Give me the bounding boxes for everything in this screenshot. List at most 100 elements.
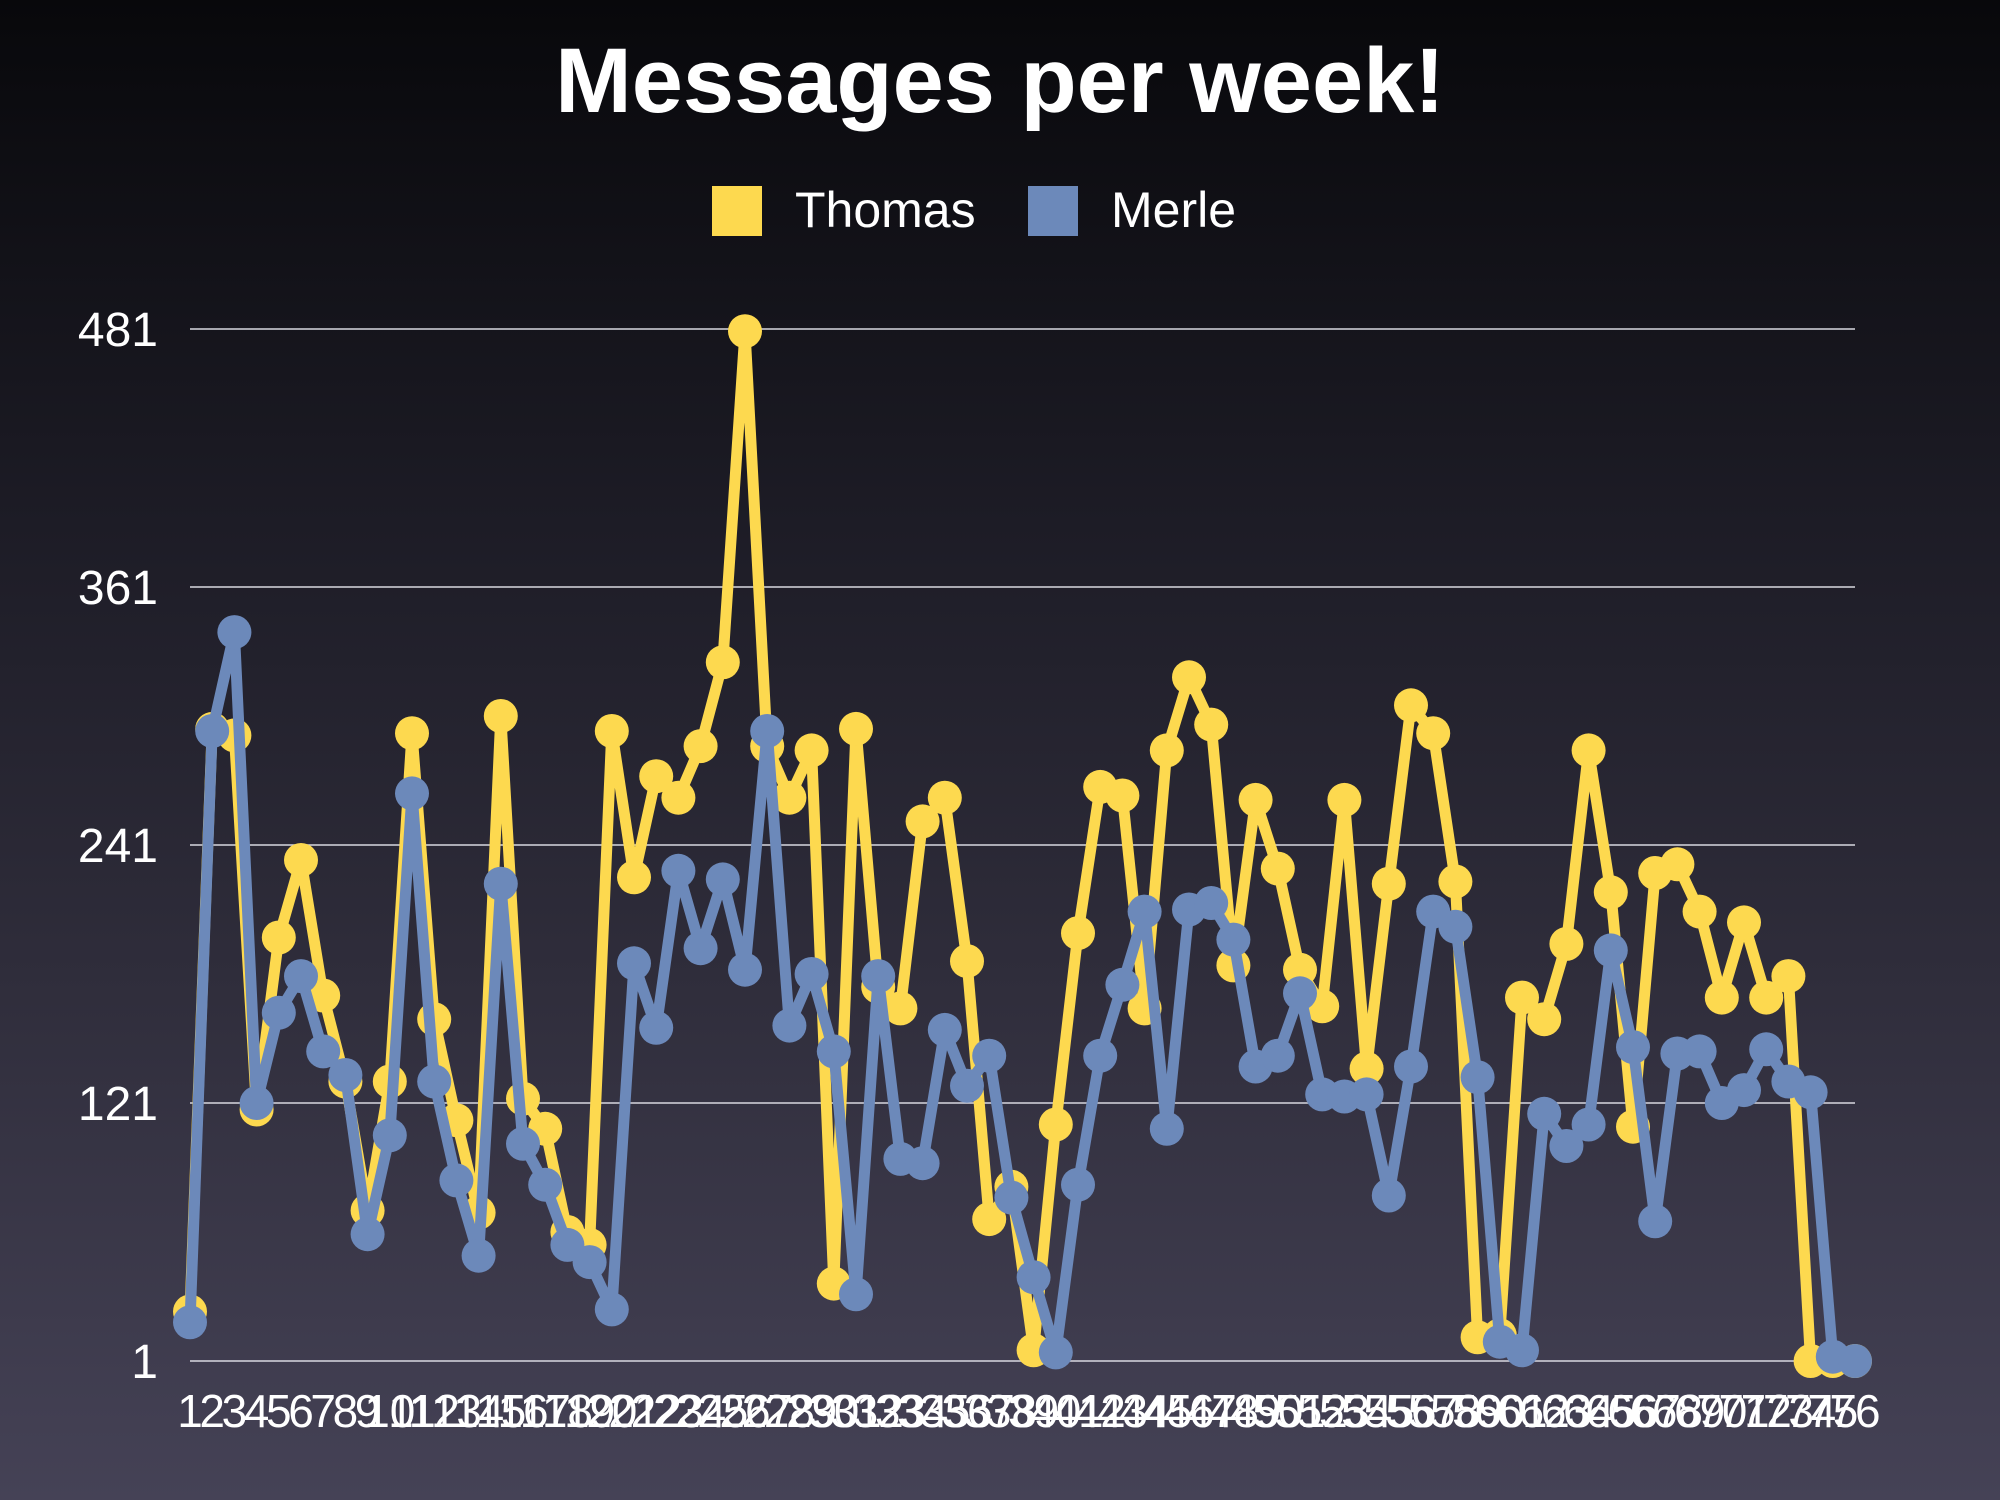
- y-tick-label: 241: [78, 820, 158, 873]
- x-tick-label: 47: [1186, 1385, 1237, 1437]
- data-point-thomas: [1727, 905, 1761, 940]
- y-axis-ticks: 1 121 241 361 481: [78, 304, 158, 1389]
- x-tick-label: 11: [388, 1385, 436, 1437]
- x-tick-label: 72: [1741, 1385, 1792, 1437]
- chart-title: Messages per week!: [555, 30, 1445, 132]
- data-point-thomas: [1771, 959, 1806, 994]
- data-point-thomas: [1349, 1051, 1384, 1086]
- x-tick-label: 19: [564, 1385, 615, 1437]
- x-tick-label: 8: [333, 1385, 359, 1437]
- legend: Thomas Merle: [712, 182, 1236, 238]
- x-tick-label: 48: [1208, 1385, 1259, 1437]
- x-tick-label: 61: [1496, 1385, 1547, 1437]
- data-point-merle: [927, 1012, 962, 1047]
- data-point-thomas: [705, 645, 740, 680]
- x-tick-label: 3: [222, 1385, 248, 1437]
- data-point-merle: [950, 1068, 984, 1103]
- data-point-merle: [483, 866, 518, 901]
- data-point-thomas: [284, 843, 318, 877]
- data-point-merle: [328, 1058, 363, 1092]
- x-tick-label: 41: [1052, 1385, 1103, 1437]
- data-point-thomas: [1194, 707, 1229, 742]
- data-point-merle: [1527, 1096, 1562, 1131]
- data-point-merle: [1038, 1335, 1073, 1370]
- y-tick-label: 481: [78, 304, 158, 357]
- data-point-merle: [1616, 1030, 1650, 1065]
- x-tick-label: 59: [1452, 1385, 1503, 1437]
- series-merle: [173, 615, 1872, 1378]
- data-point-merle: [750, 714, 785, 748]
- data-point-thomas: [1571, 733, 1606, 768]
- data-point-thomas: [1394, 688, 1428, 723]
- x-tick-label: 18: [542, 1385, 593, 1437]
- x-tick-label: 5: [266, 1385, 292, 1437]
- x-tick-label: 15: [475, 1385, 526, 1437]
- data-point-merle: [1638, 1204, 1673, 1239]
- x-tick-label: 62: [1519, 1385, 1570, 1437]
- data-point-merle: [1194, 886, 1229, 920]
- x-tick-label: 24: [675, 1385, 726, 1437]
- data-point-thomas: [1172, 660, 1206, 695]
- data-point-thomas: [594, 714, 629, 748]
- x-tick-label: 74: [1785, 1385, 1836, 1437]
- data-point-merle: [284, 959, 318, 994]
- data-point-thomas: [1527, 1002, 1562, 1037]
- data-point-merle: [1127, 894, 1162, 929]
- data-point-thomas: [1149, 733, 1184, 768]
- data-point-merle: [1571, 1107, 1606, 1142]
- data-point-merle: [261, 995, 296, 1030]
- x-tick-label: 60: [1474, 1385, 1525, 1437]
- legend-label-thomas: Thomas: [795, 182, 976, 238]
- x-tick-label: 46: [1163, 1385, 1214, 1437]
- x-tick-label: 65: [1585, 1385, 1636, 1437]
- x-tick-label: 25: [697, 1385, 748, 1437]
- x-tick-label: 26: [719, 1385, 770, 1437]
- data-point-merle: [572, 1245, 607, 1280]
- data-point-merle: [1682, 1034, 1717, 1069]
- x-tick-label: 64: [1563, 1385, 1614, 1437]
- data-point-merle: [639, 1010, 674, 1045]
- x-tick-label: 27: [742, 1385, 793, 1437]
- data-point-thomas: [839, 711, 873, 746]
- x-tick-label: 34: [897, 1385, 948, 1437]
- x-tick-label: 30: [808, 1385, 859, 1437]
- x-tick-label: 40: [1030, 1385, 1081, 1437]
- x-tick-label: 44: [1119, 1385, 1170, 1437]
- x-tick-label: 9: [355, 1385, 381, 1437]
- x-tick-label: 33: [875, 1385, 926, 1437]
- data-point-merle: [816, 1034, 851, 1069]
- x-tick-label: 70: [1696, 1385, 1747, 1437]
- data-point-merle: [1105, 967, 1140, 1002]
- data-point-merle: [1438, 909, 1473, 944]
- data-point-thomas: [905, 804, 940, 839]
- data-point-thomas: [1371, 866, 1406, 901]
- x-tick-label: 66: [1607, 1385, 1658, 1437]
- x-tick-label: 52: [1297, 1385, 1348, 1437]
- series-line-merle: [184, 626, 1857, 1367]
- data-point-thomas: [683, 729, 718, 764]
- data-point-thomas: [617, 860, 651, 895]
- data-point-thomas: [1438, 864, 1473, 899]
- x-tick-label: 57: [1408, 1385, 1459, 1437]
- x-tick-label: 23: [653, 1385, 704, 1437]
- x-tick-label: 45: [1141, 1385, 1192, 1437]
- data-point-thomas: [1260, 851, 1295, 886]
- data-point-merle: [528, 1167, 563, 1202]
- data-point-thomas: [1416, 716, 1451, 751]
- y-tick-label: 121: [78, 1078, 158, 1131]
- x-axis-ticks: 1234567891011121314151617181920212223242…: [177, 1385, 1880, 1437]
- x-tick-label: 20: [586, 1385, 637, 1437]
- data-point-merle: [905, 1146, 940, 1181]
- data-point-merle: [1349, 1077, 1384, 1112]
- x-tick-label: 51: [1274, 1385, 1325, 1437]
- x-tick-label: 36: [941, 1385, 992, 1437]
- y-tick-label: 361: [78, 562, 158, 615]
- data-point-merle: [1460, 1060, 1495, 1095]
- x-tick-label: 67: [1630, 1385, 1681, 1437]
- x-tick-label: 10: [364, 1385, 415, 1437]
- data-point-merle: [217, 615, 252, 650]
- data-point-merle: [728, 952, 762, 987]
- data-point-merle: [972, 1038, 1007, 1073]
- data-point-merle: [1016, 1260, 1051, 1295]
